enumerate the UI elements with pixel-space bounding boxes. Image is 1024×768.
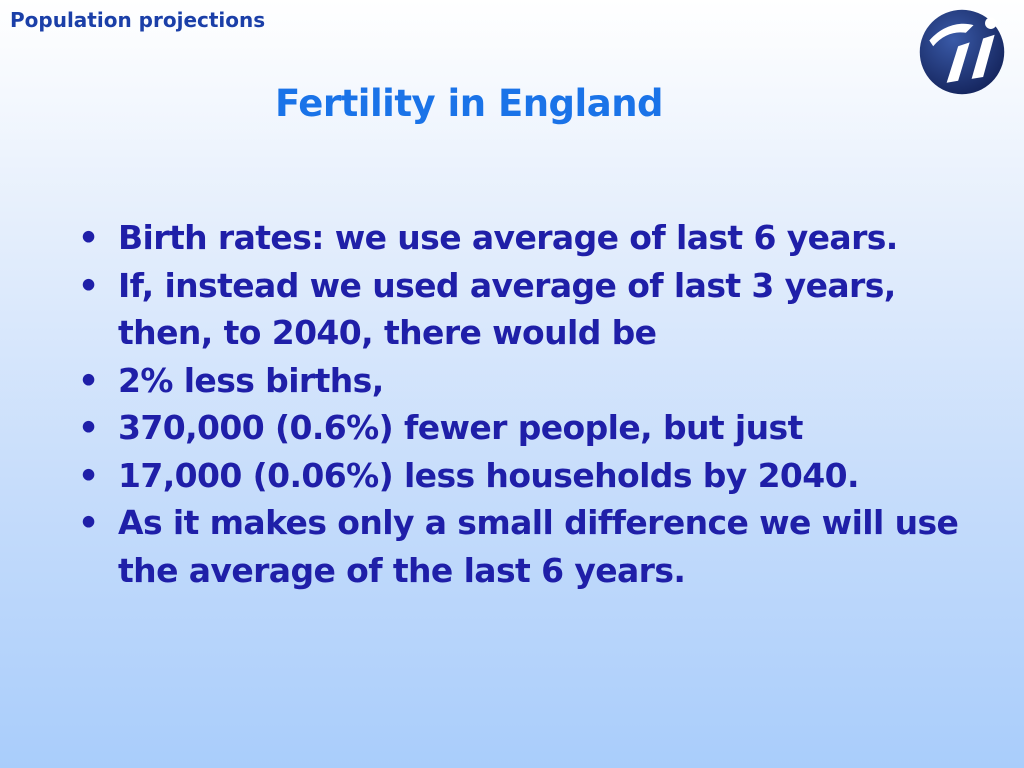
bullet-text: Birth rates: we use average of last 6 ye… bbox=[118, 218, 898, 257]
bullet-item: • Birth rates: we use average of last 6 y… bbox=[76, 214, 976, 262]
bullet-glyph: • bbox=[78, 408, 99, 447]
bullet-text: 370,000 (0.6%) fewer people, but just bbox=[118, 408, 803, 447]
bullet-glyph: • bbox=[78, 503, 99, 542]
bullet-item: • If, instead we used average of last 3 y… bbox=[76, 262, 976, 357]
bullet-item: • 370,000 (0.6%) fewer people, but just bbox=[76, 404, 976, 452]
bullet-text: 17,000 (0.06%) less households by 2040. bbox=[118, 455, 860, 495]
bullet-text: If, instead we used average of last 3 ye… bbox=[118, 265, 896, 353]
bullet-item: • 17,000 (0.06%) less households by 2040. bbox=[76, 452, 976, 500]
bullet-glyph: • bbox=[78, 360, 99, 400]
bullet-glyph: • bbox=[78, 265, 99, 305]
slide-title: Fertility in England bbox=[275, 82, 664, 125]
bullet-list: • Birth rates: we use average of last 6 y… bbox=[76, 214, 976, 594]
bullet-glyph: • bbox=[78, 455, 99, 495]
bullet-glyph: • bbox=[78, 218, 99, 257]
section-label: Population projections bbox=[10, 8, 266, 32]
bullet-text: 2% less births, bbox=[118, 360, 384, 400]
bullet-text: As it makes only a small difference we w… bbox=[118, 503, 959, 590]
organisation-logo-icon bbox=[919, 9, 1005, 95]
bullet-item: • 2% less births, bbox=[76, 357, 976, 405]
bullet-item: • As it makes only a small difference we … bbox=[76, 499, 976, 594]
